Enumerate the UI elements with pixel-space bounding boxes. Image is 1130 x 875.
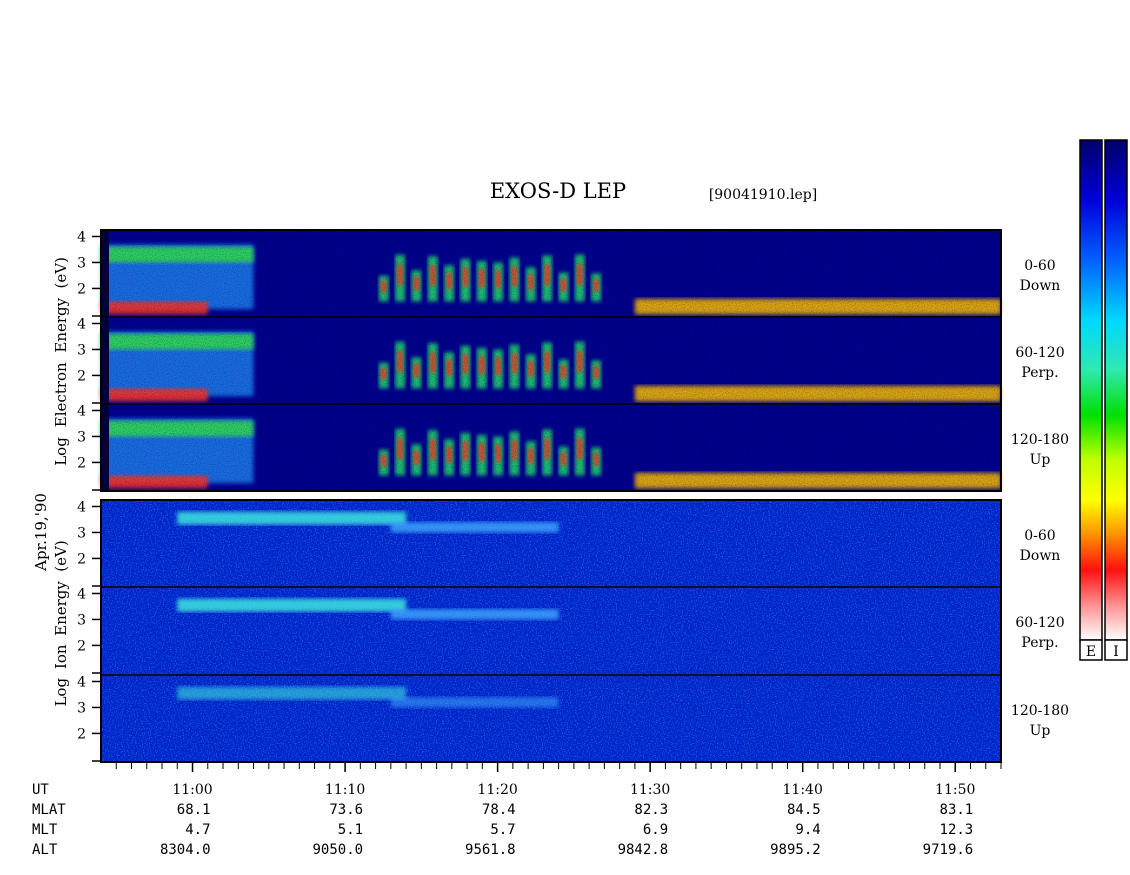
orbit-parameter-table: UT MLAT MLT ALT 68.1 73.6 78.4 82.3 84.5 83.1 4.7 5… [32,782,973,858]
pitch-angle-direction: Perp. [1021,635,1058,651]
electron-frame [100,229,1002,492]
y-tick-label: 3 [77,525,86,541]
table-cell-alt: 9050.0 [312,842,363,858]
colorbar-electron: E [1079,139,1103,661]
table-cell-mlat: 78.4 [482,802,516,818]
y-axis-title-word: Energy [52,297,70,352]
table-cell-alt: 9561.8 [465,842,516,858]
y-axis-titles: Log Electron Energy (eV) Log Ion Energy (eV) [52,257,70,707]
date-label: Apr.19,'90 [32,493,50,572]
pitch-angle-range: 0-60 [1024,528,1055,544]
x-axis: 11:00 11:10 11:20 11:30 11:40 11:50 [101,761,1002,798]
x-tick-label: 11:20 [477,782,517,798]
table-cell-mlt: 6.9 [643,822,668,838]
electron-block [100,229,1002,492]
x-tick-label: 11:50 [935,782,975,798]
y-tick-label: 2 [77,638,86,654]
x-tick-label: 11:40 [783,782,823,798]
y-tick-label: 3 [77,255,86,271]
table-cell-alt: 8304.0 [160,842,211,858]
ion-feature-0 [177,598,407,612]
table-cell-mlt: 12.3 [940,822,974,838]
pitch-angle-range: 60-120 [1015,615,1064,631]
y-axis-title-word: Ion [52,644,70,669]
ion-feature-1 [390,522,559,533]
table-cell-alt: 9719.6 [923,842,974,858]
table-cell-alt: 9895.2 [770,842,821,858]
pitch-angle-range: 0-60 [1024,258,1055,274]
y-axis-title-word: (eV) [52,257,70,288]
table-cell-mlat: 73.6 [329,802,363,818]
pitch-angle-direction: Up [1030,452,1051,468]
pitch-angle-direction: Down [1020,548,1061,564]
x-tick-label: 11:10 [325,782,365,798]
table-cell-mlat: 83.1 [940,802,974,818]
ion-feature-0 [177,686,407,700]
ion-feature-1 [390,697,559,708]
pitch-angle-labels: 0-60 Down 60-120 Perp. 120-180 Up 0-60 Down 60-1… [1011,258,1069,739]
y-axis-title-word: Log [52,678,70,707]
colorbar-label-i: I [1113,644,1119,660]
table-cell-mlat: 68.1 [177,802,211,818]
y-axis-ticks: 2 3 4 2 3 4 2 3 4 2 3 4 2 3 4 2 3 4 [77,229,101,762]
pitch-angle-direction: Perp. [1021,365,1058,381]
table-cell-mlt: 5.7 [490,822,515,838]
y-tick-label: 3 [77,700,86,716]
table-cell-mlt: 5.1 [338,822,363,838]
table-row-label: MLT [32,822,58,838]
y-axis-title-word: (eV) [52,540,70,571]
table-cell-alt: 9842.8 [618,842,669,858]
colorbar-label-e: E [1086,644,1096,660]
y-tick-label: 2 [77,281,86,297]
y-tick-label: 3 [77,612,86,628]
table-cell-mlat: 84.5 [787,802,821,818]
table-row-label: ALT [32,842,58,858]
y-tick-label: 2 [77,551,86,567]
y-tick-label: 4 [77,674,86,690]
y-tick-label: 3 [77,342,86,358]
table-cell-mlat: 82.3 [634,802,668,818]
y-tick-label: 4 [77,586,86,602]
file-name: [90041910.lep] [709,187,817,203]
y-tick-label: 4 [77,499,86,515]
y-tick-label: 3 [77,429,86,445]
y-tick-label: 4 [77,403,86,419]
table-row-label: MLAT [32,802,66,818]
ion-block [100,499,1002,763]
y-axis-title-word: Energy [52,581,70,636]
pitch-angle-range: 60-120 [1015,345,1064,361]
pitch-angle-direction: Down [1020,278,1061,294]
y-tick-label: 2 [77,368,86,384]
y-tick-label: 2 [77,726,86,742]
table-cell-mlt: 9.4 [795,822,820,838]
table-cell-mlt: 4.7 [185,822,210,838]
pitch-angle-direction: Up [1030,723,1051,739]
ion-feature-1 [390,609,559,620]
y-tick-label: 4 [77,229,86,245]
table-row-label: UT [32,782,49,798]
pitch-angle-range: 120-180 [1011,432,1069,448]
y-tick-label: 2 [77,455,86,471]
y-tick-label: 4 [77,316,86,332]
figure-title: EXOS-D LEP [490,179,626,203]
x-tick-label: 11:00 [172,782,212,798]
x-tick-label: 11:30 [630,782,670,798]
ion-feature-0 [177,511,407,525]
colorbar-ion: I [1104,139,1128,661]
pitch-angle-range: 120-180 [1011,703,1069,719]
y-axis-title-word: Electron [52,362,70,427]
y-axis-title-word: Log [52,437,70,466]
